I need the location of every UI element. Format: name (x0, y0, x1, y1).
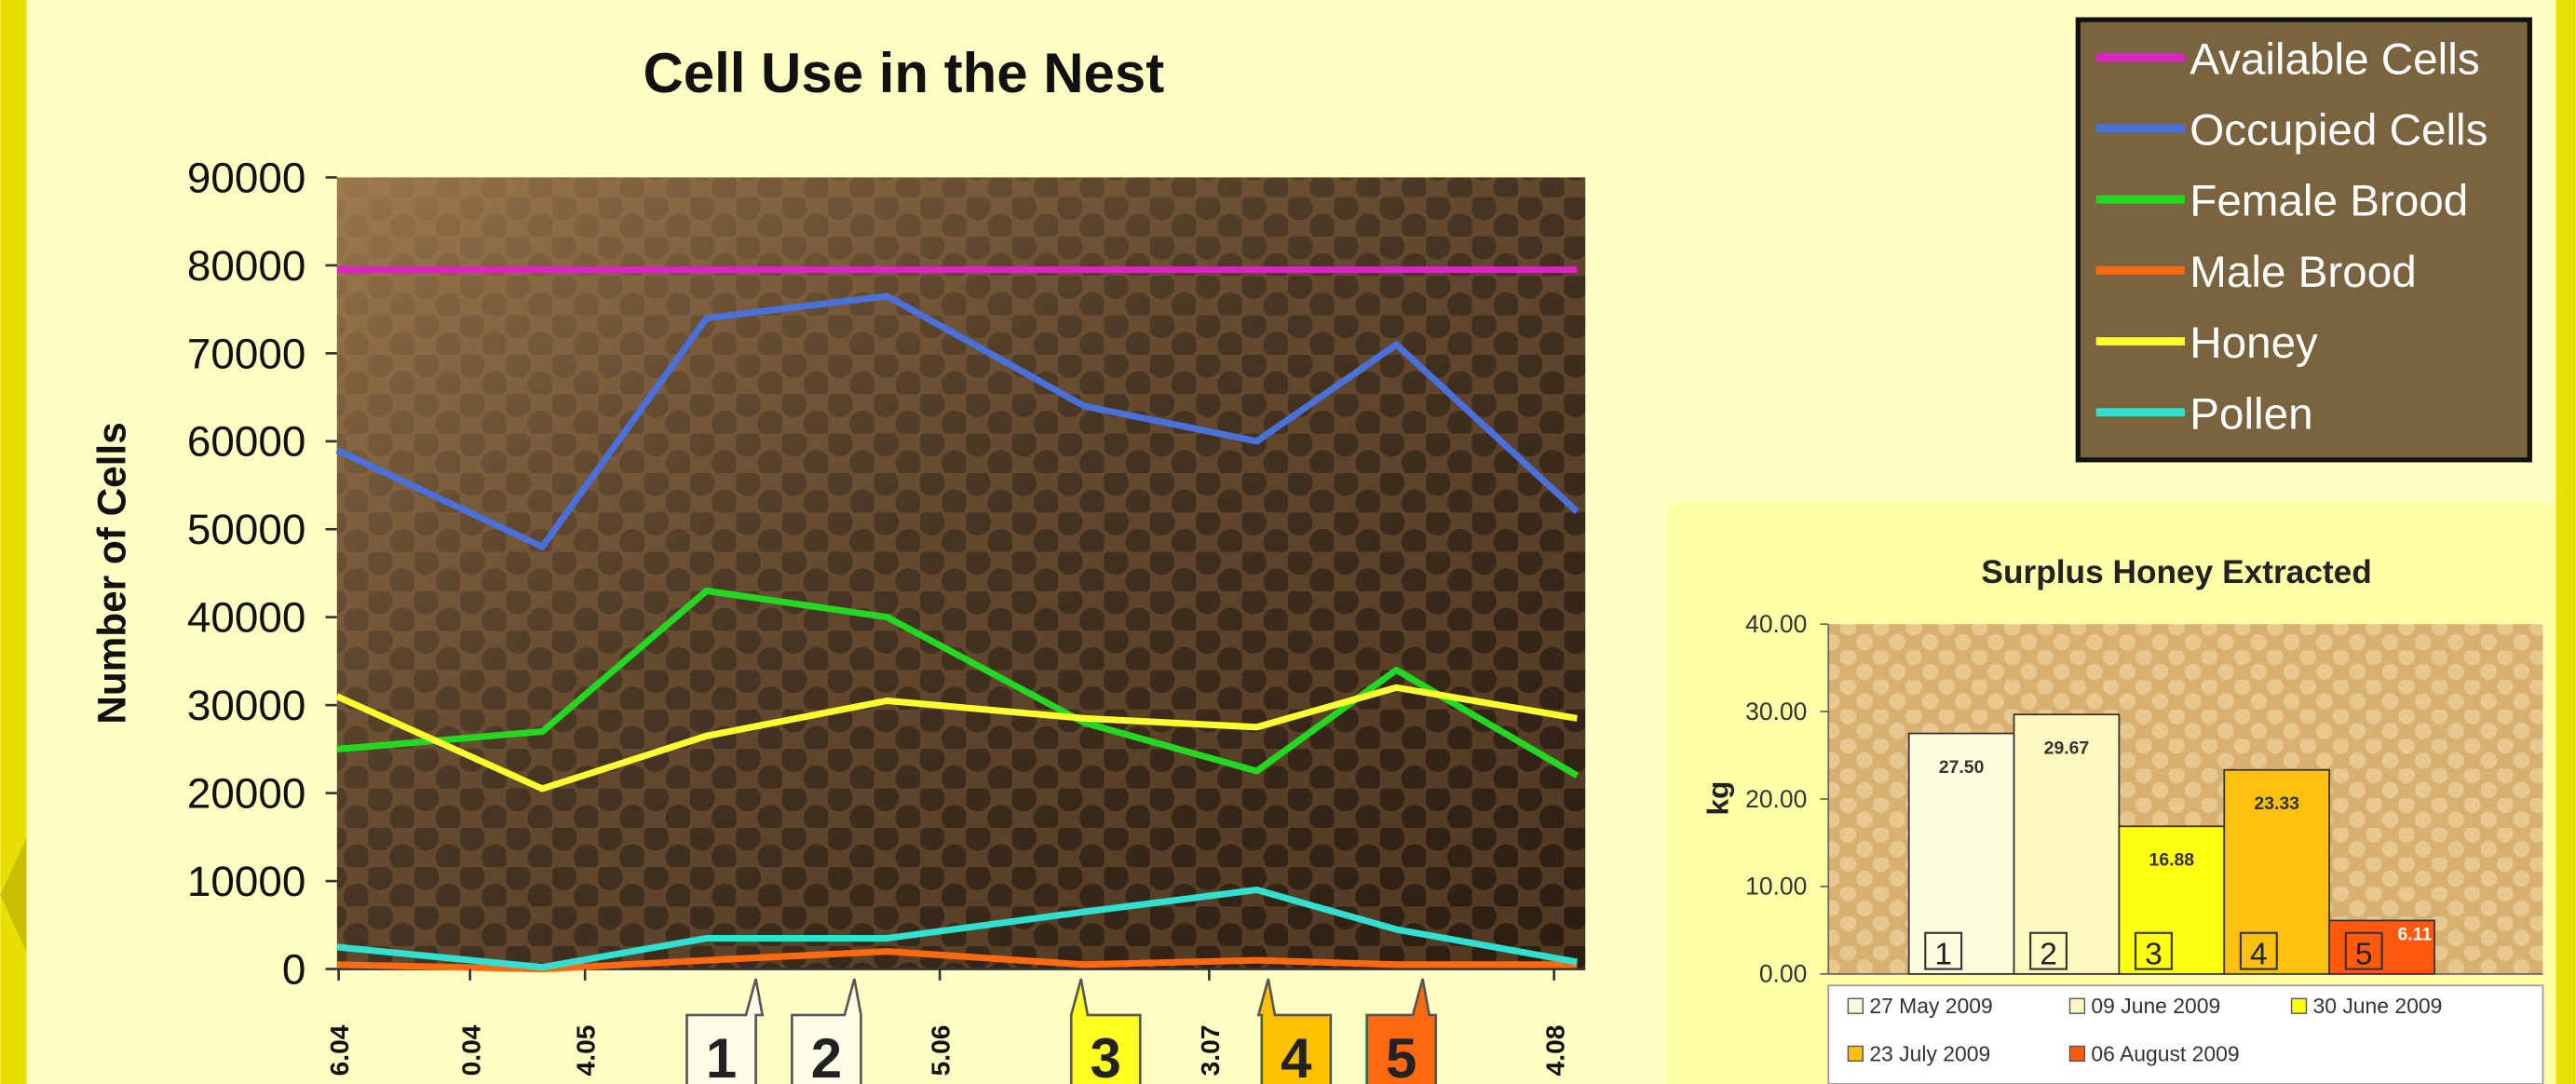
legend-label: 23 July 2009 (1869, 1041, 1990, 1065)
y-tick-label: 10000 (187, 857, 305, 905)
bar (2013, 713, 2121, 975)
y-tick-label: 0.00 (1759, 960, 1807, 988)
x-tick-label: 0.04 (455, 1024, 485, 1076)
callout (1365, 978, 1438, 1084)
legend-label: 09 June 2009 (2091, 994, 2220, 1018)
x-tick-label: 4.08 (1539, 1025, 1569, 1077)
bar-badge (1924, 931, 1963, 970)
y-tick-label: 90000 (187, 153, 305, 201)
y-tick-label: 50000 (187, 505, 305, 553)
x-tick-label: 6.04 (324, 1024, 354, 1076)
callout-label: 3 (1091, 1027, 1121, 1084)
bar-badge (2239, 931, 2278, 970)
value-label: 27.50 (1939, 757, 1985, 778)
callout (685, 978, 765, 1084)
bar-badge (2134, 931, 2173, 970)
line-male-brood (336, 948, 1578, 973)
bar-badge (2344, 931, 2383, 970)
callout (1069, 978, 1142, 1084)
y-tick-label: 30.00 (1745, 698, 1807, 725)
y-tick-label: 40000 (187, 593, 305, 642)
x-tick-label: 5.06 (926, 1025, 956, 1077)
legend-swatch (2068, 1045, 2086, 1063)
callout-label: 4 (1281, 1027, 1312, 1084)
plot-photo-overlay (336, 177, 1586, 969)
legend-label: Female Brood (2190, 177, 2468, 226)
bar-badge-label: 3 (2145, 937, 2162, 971)
callout-label: 5 (1386, 1027, 1417, 1084)
legend-label: 30 June 2009 (2313, 994, 2443, 1018)
legend-swatch (1847, 997, 1864, 1014)
y-tick-label: 0 (282, 944, 306, 993)
frame-arrow (0, 837, 27, 953)
value-label: 29.67 (2044, 738, 2090, 759)
legend-label: Male Brood (2190, 248, 2416, 297)
legend-label: Honey (2190, 318, 2318, 368)
right-frame (2556, 0, 2576, 1084)
legend-swatch (1847, 1045, 1864, 1063)
y-tick-label: 60000 (187, 417, 305, 466)
y-axis-label: kg (1702, 781, 1735, 816)
legend2-box (1827, 984, 2544, 1084)
y-tick-label: 80000 (187, 241, 305, 290)
x-tick-label: 4.05 (571, 1025, 601, 1077)
legend-box (2075, 17, 2532, 463)
y-tick-label: 40.00 (1745, 610, 1807, 638)
legend-label: Occupied Cells (2190, 106, 2488, 156)
y-tick-label: 20.00 (1745, 785, 1807, 813)
value-label: 16.88 (2149, 850, 2195, 871)
bar-badge-label: 2 (2040, 937, 2057, 971)
bar-badge-label: 1 (1934, 937, 1952, 971)
y-tick-label: 10.00 (1745, 873, 1807, 901)
line-pollen (336, 887, 1579, 971)
chart-title: Cell Use in the Nest (643, 42, 1164, 104)
x-tick-label: 3.07 (1195, 1025, 1225, 1077)
y-tick-label: 20000 (187, 769, 305, 818)
line-female-brood (336, 587, 1579, 779)
y-axis-label: Number of Cells (89, 422, 133, 724)
legend-label: Available Cells (2190, 34, 2479, 84)
line-honey (335, 684, 1578, 793)
callout (1256, 978, 1333, 1084)
bar-badge-label: 5 (2355, 937, 2373, 971)
callout-label: 2 (811, 1027, 842, 1084)
callout (791, 978, 862, 1084)
value-label: 6.11 (2398, 925, 2433, 945)
callout-label: 1 (706, 1027, 737, 1084)
legend-label: 06 August 2009 (2091, 1041, 2239, 1065)
bar-badge (2029, 931, 2068, 970)
bar-badge-label: 4 (2250, 937, 2268, 971)
y-tick-label: 30000 (187, 681, 305, 729)
legend-swatch (2068, 997, 2086, 1014)
legend-label: Pollen (2190, 389, 2312, 439)
line-occupied-cells (335, 292, 1579, 550)
value-label: 23.33 (2254, 793, 2299, 814)
legend-swatch (2290, 997, 2308, 1014)
chart-title: Surplus Honey Extracted (1981, 554, 2371, 590)
legend-label: 27 May 2009 (1869, 994, 1992, 1018)
y-tick-label: 70000 (187, 329, 305, 377)
